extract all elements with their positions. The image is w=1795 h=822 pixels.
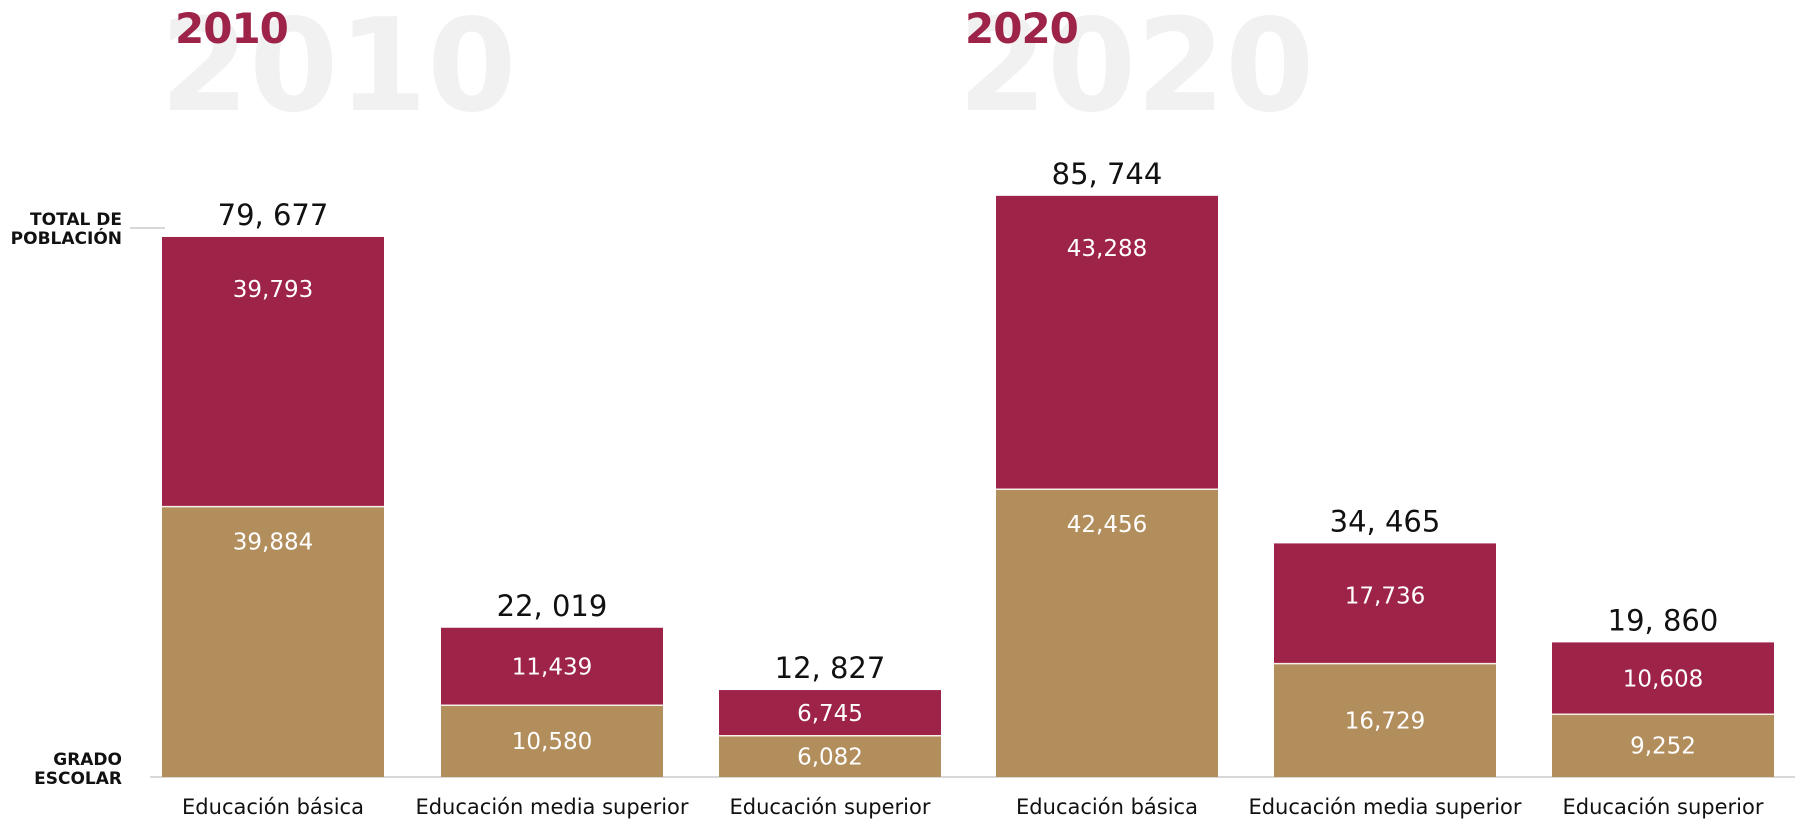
side-label-total: POBLACIÓN: [11, 227, 122, 249]
category-label: Educación superior: [1563, 795, 1764, 819]
bar-segment-top: [1552, 642, 1774, 715]
side-label-grade: GRADO: [53, 750, 122, 770]
bar-segment-bottom: [441, 705, 663, 777]
side-label-total: TOTAL DE: [30, 210, 122, 230]
segment-value-bottom: 16,729: [1345, 708, 1425, 734]
ghost-year-text: 2020: [958, 0, 1314, 141]
bar-total-label: 79, 677: [218, 198, 329, 232]
segment-value-bottom: 10,580: [512, 729, 592, 755]
ghost-year-text: 2010: [160, 0, 516, 141]
category-label: Educación superior: [730, 795, 931, 819]
segment-value-top: 43,288: [1067, 236, 1147, 262]
bar-segment-top: [162, 236, 384, 507]
bar-segment-bottom: [719, 735, 941, 777]
bar-segment-bottom: [996, 489, 1218, 777]
bar-segment-bottom: [162, 506, 384, 777]
bar-total-label: 22, 019: [497, 589, 608, 623]
segment-value-bottom: 9,252: [1630, 734, 1696, 760]
side-label-grade: ESCOLAR: [34, 769, 122, 789]
segment-value-top: 6,745: [797, 701, 863, 727]
category-label: Educación básica: [182, 795, 364, 819]
bar-total-label: 34, 465: [1330, 504, 1441, 538]
bar-segment-bottom: [1552, 714, 1774, 777]
bar-segment-bottom: [1274, 663, 1496, 777]
axis-layer: [130, 227, 1795, 778]
year-label: 2010: [175, 4, 288, 53]
bar-total-label: 12, 827: [775, 651, 886, 685]
segment-value-top: 17,736: [1345, 583, 1425, 609]
category-label: Educación básica: [1016, 795, 1198, 819]
bar-segment-top: [719, 690, 941, 736]
bar-segment-top: [996, 195, 1218, 490]
bar-total-label: 85, 744: [1052, 157, 1163, 191]
segment-value-top: 10,608: [1623, 666, 1703, 692]
bar-segment-top: [441, 627, 663, 706]
category-label: Educación media superior: [1248, 795, 1521, 819]
background-layer: 2010 2020: [160, 0, 1314, 141]
bars-layer: [162, 195, 1774, 777]
segment-value-bottom: 42,456: [1067, 512, 1147, 538]
category-label: Educación media superior: [415, 795, 688, 819]
year-label: 2020: [965, 4, 1078, 53]
bar-segment-top: [1274, 543, 1496, 664]
segment-value-top: 11,439: [512, 655, 592, 681]
bar-total-label: 19, 860: [1608, 603, 1719, 637]
segment-value-top: 39,793: [233, 277, 313, 303]
segment-value-bottom: 39,884: [233, 530, 313, 556]
segment-value-bottom: 6,082: [797, 744, 863, 770]
